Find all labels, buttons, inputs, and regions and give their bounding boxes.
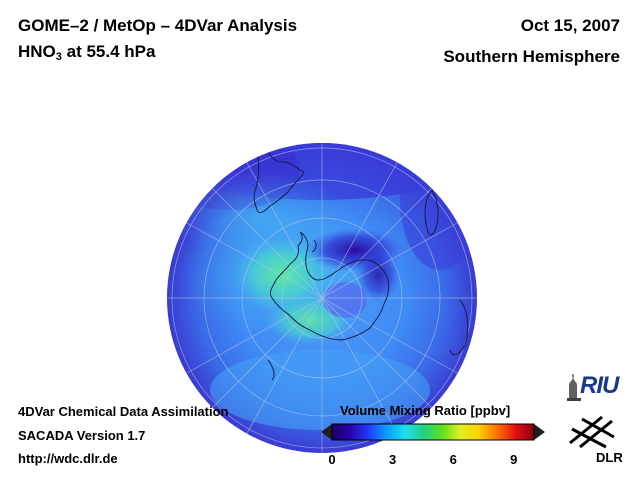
footer-url[interactable]: http://wdc.dlr.de xyxy=(18,451,118,466)
footer-line-1: 4DVar Chemical Data Assimilation xyxy=(18,404,229,419)
colorbar-tick-label: 9 xyxy=(510,452,518,467)
riu-logo-icon xyxy=(567,374,581,401)
australia-coast xyxy=(449,299,469,356)
graticule xyxy=(167,143,477,453)
colorbar-gradient xyxy=(331,423,535,441)
analysis-title: GOME–2 / MetOp – 4DVar Analysis xyxy=(18,16,298,35)
colorbar-tick-label: 3 xyxy=(388,452,397,467)
hemisphere-label: Southern Hemisphere xyxy=(443,47,620,66)
species-subscript: 3 xyxy=(55,51,62,63)
dlr-logo-icon xyxy=(569,415,615,449)
colorbar-max-arrow xyxy=(534,424,545,440)
antarctica-coast xyxy=(269,231,390,341)
analysis-date: Oct 15, 2007 xyxy=(520,16,620,35)
africa-coast xyxy=(424,189,439,236)
colorbar xyxy=(321,423,545,441)
coastlines xyxy=(253,144,469,381)
species-name: HNO xyxy=(18,42,56,61)
colorbar-tick-label: 0 xyxy=(328,452,336,467)
dlr-logo-text: DLR xyxy=(596,450,623,465)
colorbar-min-arrow xyxy=(321,424,332,440)
riu-logo-text: RIU xyxy=(580,372,619,399)
species-title: HNO3 at 55.4 hPa xyxy=(18,42,155,63)
footer-line-2: SACADA Version 1.7 xyxy=(18,428,146,443)
pressure-level: at 55.4 hPa xyxy=(61,42,156,61)
south-america-coast xyxy=(253,144,305,213)
colorbar-title: Volume Mixing Ratio [ppbv] xyxy=(340,403,511,418)
colorbar-tick-label: 6 xyxy=(449,452,457,467)
